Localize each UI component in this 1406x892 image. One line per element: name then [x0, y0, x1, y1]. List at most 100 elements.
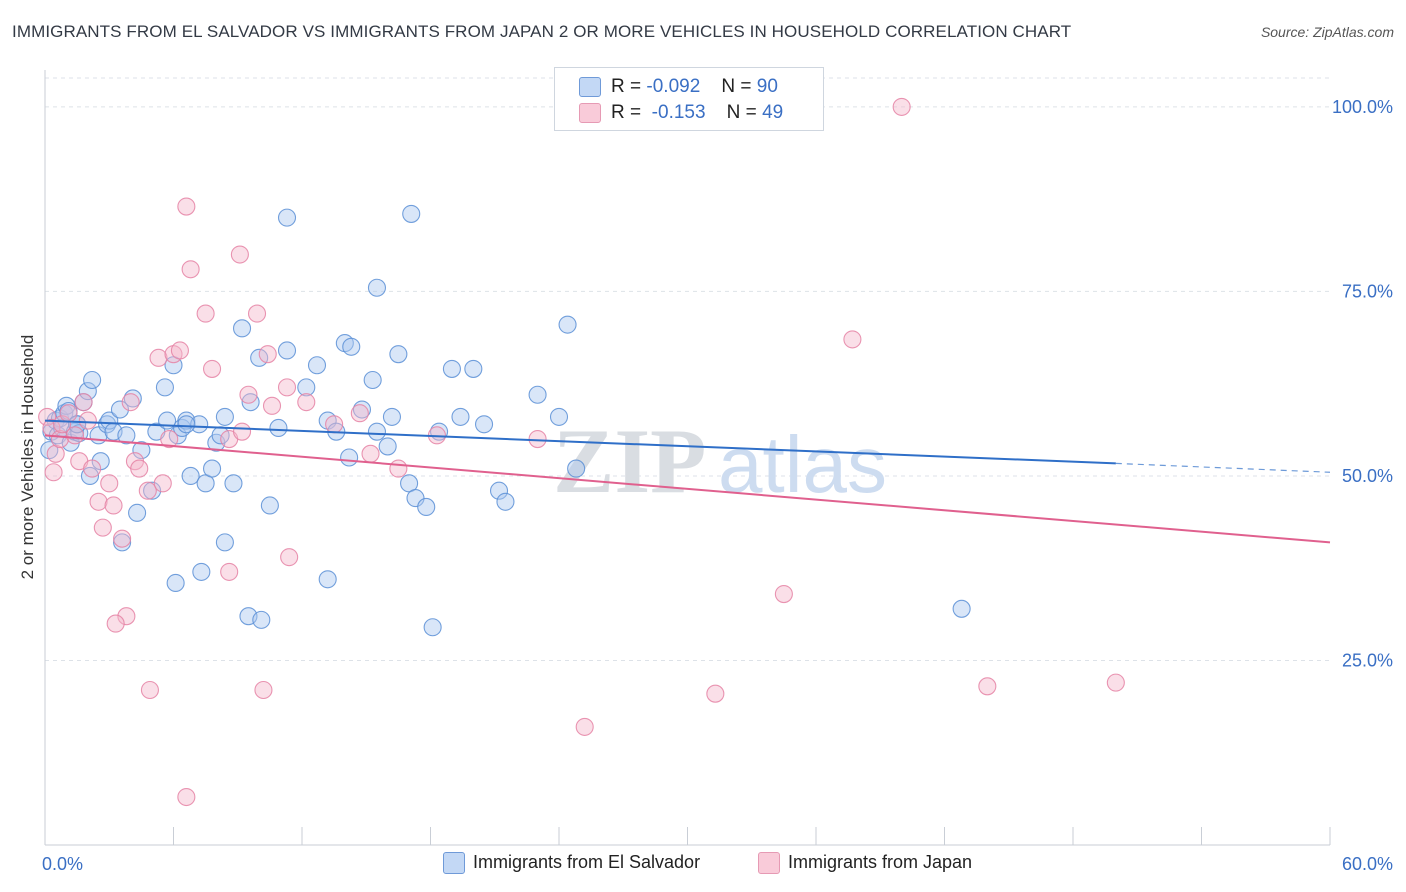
point-japan — [247, 304, 267, 323]
point-el-salvador — [83, 370, 102, 390]
x-tick-label: 60.0% — [1342, 854, 1393, 874]
source-credit: Source: ZipAtlas.com — [1260, 24, 1394, 40]
point-japan — [843, 330, 862, 349]
trend-lines — [44, 419, 1331, 544]
point-japan — [177, 787, 196, 807]
point-japan — [258, 345, 277, 364]
point-japan — [196, 304, 215, 323]
correlation-legend: R = -0.092 N = 90 R = -0.153 N = 49 — [554, 67, 824, 131]
point-el-salvador — [177, 415, 196, 434]
legend-swatch-pink — [579, 103, 601, 123]
point-el-salvador — [406, 489, 425, 508]
point-el-salvador — [528, 385, 547, 404]
point-el-salvador — [132, 441, 151, 460]
point-japan — [230, 245, 249, 264]
point-japan — [121, 393, 140, 412]
y-tick-label: 50.0% — [1342, 466, 1393, 486]
point-el-salvador — [952, 599, 971, 618]
point-el-salvador — [496, 492, 515, 511]
point-japan — [706, 684, 725, 703]
legend-r-label: R = — [611, 76, 642, 97]
point-japan — [106, 614, 125, 633]
point-japan — [774, 584, 793, 604]
point-el-salvador — [567, 459, 586, 478]
point-el-salvador — [340, 448, 359, 467]
trend-line-japan — [44, 434, 1331, 544]
trend-line-el-salvador-extension — [1115, 462, 1331, 473]
point-el-salvador — [215, 407, 234, 426]
point-el-salvador — [143, 481, 162, 500]
point-japan — [93, 518, 112, 537]
point-el-salvador — [389, 345, 408, 364]
point-japan — [254, 680, 273, 700]
point-japan — [149, 348, 168, 367]
legend-r-label: R = — [611, 102, 642, 123]
point-japan — [138, 481, 157, 500]
y-tick-label: 100.0% — [1332, 97, 1393, 117]
legend-swatch-blue — [579, 77, 601, 97]
legend-n-value: 90 — [756, 76, 778, 97]
point-el-salvador — [192, 562, 211, 581]
y-axis-label: 2 or more Vehicles in Household — [18, 335, 37, 580]
point-japan — [297, 393, 316, 412]
point-japan — [232, 422, 252, 441]
bottom-legend-label: Immigrants from El Salvador — [473, 852, 701, 872]
point-el-salvador — [367, 278, 387, 297]
point-japan — [978, 677, 997, 696]
point-el-salvador — [80, 466, 100, 486]
point-japan — [350, 404, 369, 423]
y-tick-label: 75.0% — [1342, 281, 1393, 301]
data-points — [38, 97, 1125, 807]
point-japan — [389, 459, 408, 478]
point-japan — [277, 378, 297, 397]
point-japan — [130, 459, 149, 478]
point-el-salvador — [277, 341, 297, 360]
point-japan — [177, 197, 196, 216]
point-japan — [65, 426, 85, 445]
point-el-salvador — [128, 503, 147, 522]
point-japan — [220, 562, 239, 581]
point-japan — [100, 474, 119, 493]
point-japan — [50, 429, 70, 449]
watermark-atlas: atlas — [718, 420, 887, 509]
point-el-salvador — [252, 610, 271, 629]
legend-n-value: 49 — [762, 102, 784, 123]
point-el-salvador — [155, 378, 174, 397]
point-japan — [46, 444, 65, 463]
point-japan — [575, 717, 594, 736]
point-japan — [325, 415, 344, 434]
point-el-salvador — [166, 573, 185, 593]
point-japan — [262, 396, 282, 415]
legend-n-label: N = — [726, 102, 757, 123]
point-japan — [528, 429, 547, 449]
point-el-salvador — [451, 407, 470, 426]
point-el-salvador — [378, 437, 397, 456]
bottom-legend-swatch-pink — [758, 852, 780, 874]
point-japan — [59, 404, 78, 423]
point-el-salvador — [489, 481, 509, 500]
point-japan — [239, 385, 258, 404]
point-el-salvador — [382, 407, 402, 426]
point-japan — [280, 548, 299, 567]
tick-labels: 25.0% 50.0% 75.0% 100.0% 0.0% 60.0% — [42, 97, 1393, 874]
bottom-legend-label: Immigrants from Japan — [788, 852, 973, 872]
point-el-salvador — [260, 496, 279, 515]
point-japan — [140, 680, 159, 700]
point-el-salvador — [78, 382, 97, 401]
point-japan — [44, 463, 63, 482]
point-el-salvador — [442, 359, 461, 378]
point-el-salvador — [203, 459, 222, 478]
point-el-salvador — [181, 466, 200, 486]
point-japan — [181, 260, 200, 279]
point-japan — [153, 474, 172, 493]
x-tick-label: 0.0% — [42, 854, 83, 874]
point-el-salvador — [318, 570, 337, 589]
point-japan — [361, 444, 380, 463]
point-japan — [117, 607, 136, 626]
point-japan — [74, 393, 93, 412]
point-el-salvador — [307, 356, 327, 375]
legend-r-value: -0.153 — [651, 102, 706, 123]
point-el-salvador — [269, 418, 288, 438]
point-el-salvador — [224, 474, 243, 493]
